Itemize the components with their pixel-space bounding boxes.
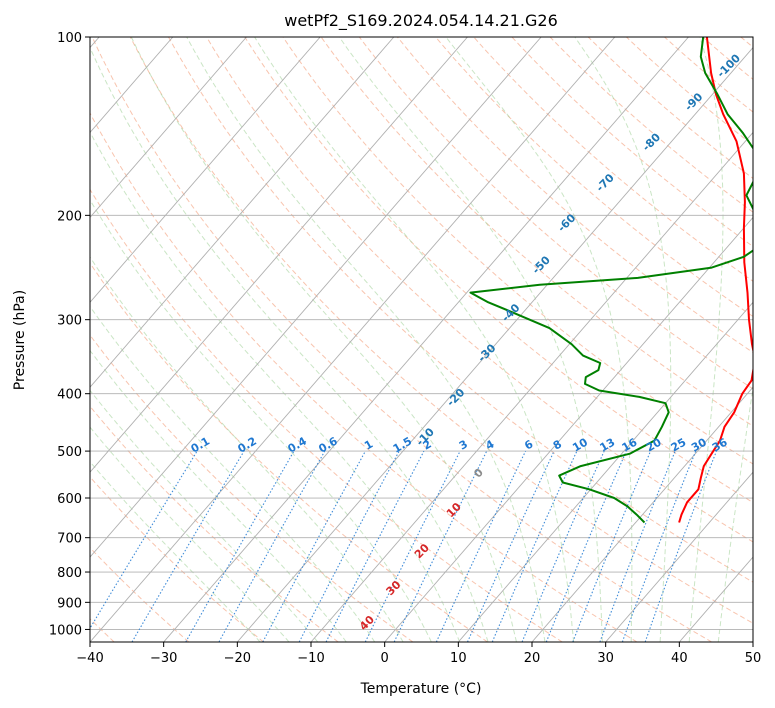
x-axis-title: Temperature (°C)	[360, 681, 482, 697]
x-tick-label: 40	[671, 651, 688, 666]
dry-adiabat	[90, 112, 638, 642]
sounding-traces	[469, 37, 753, 524]
moist-adiabat	[90, 426, 290, 642]
plot-frame	[89, 36, 754, 643]
mixing-ratio-line	[90, 450, 198, 630]
y-tick-label: 1000	[49, 623, 82, 638]
isotherm	[90, 37, 321, 304]
temperature-trace	[678, 37, 753, 523]
y-tick-label: 700	[57, 532, 82, 547]
y-tick-label: 600	[57, 492, 82, 507]
x-tick-label: −30	[150, 651, 177, 666]
moist-adiabat	[90, 46, 489, 642]
mixing-ratio-line	[545, 450, 627, 642]
dry-adiabat	[91, 37, 712, 642]
dry-adiabat	[168, 37, 753, 583]
y-tick-label: 300	[57, 314, 82, 329]
y-tick-label: 500	[57, 445, 82, 460]
dry-adiabat	[129, 37, 753, 624]
isotherm	[90, 37, 468, 473]
mixing-ratio-line	[364, 450, 461, 642]
mixing-ratio-line	[298, 450, 400, 642]
chart-title: wetPf2_S169.2024.054.14.21.G26	[284, 11, 558, 31]
x-tick-label: −10	[297, 651, 324, 666]
y-tick-label: 800	[57, 566, 82, 581]
moist-adiabat	[90, 199, 432, 642]
y-axis: 100 200 300 400 500 600 700 800 900 1000	[49, 31, 90, 638]
mixing-ratio-line	[521, 450, 605, 642]
x-tick-label: 0	[381, 651, 389, 666]
moist-adiabat	[90, 256, 404, 642]
dry-adiabat	[358, 37, 753, 390]
isotherm	[90, 37, 616, 642]
dry-adiabat	[90, 334, 414, 642]
mixing-ratio-line	[466, 450, 555, 642]
moist-adiabat	[688, 37, 724, 642]
dry-adiabat	[397, 37, 753, 354]
isotherm	[90, 37, 247, 219]
dry-adiabat	[511, 37, 753, 248]
x-tick-label: 20	[524, 651, 541, 666]
x-tick-label: −40	[76, 651, 103, 666]
moist-adiabat	[90, 461, 261, 642]
isotherm	[531, 386, 753, 642]
dry-adiabat	[206, 37, 753, 543]
x-tick-label: −20	[224, 651, 251, 666]
dewpoint-trace	[469, 37, 753, 524]
isotherm	[310, 131, 753, 642]
x-axis: −40 −30 −20 −10 0 10 20 30 40 50	[76, 642, 761, 666]
dry-adiabat	[626, 37, 753, 146]
isotherm	[90, 37, 395, 388]
isotherm	[236, 46, 753, 642]
y-tick-label: 100	[57, 31, 82, 46]
background-lines	[90, 37, 753, 642]
moist-adiabat	[90, 305, 376, 642]
moist-adiabat	[186, 37, 546, 642]
mixing-ratio-line	[621, 450, 697, 642]
moist-adiabat	[130, 37, 517, 642]
y-tick-label: 900	[57, 596, 82, 611]
isotherm	[457, 301, 753, 642]
mixing-ratio-line	[435, 450, 527, 642]
isotherm	[384, 216, 753, 642]
dry-adiabat	[473, 37, 753, 282]
isotherm	[163, 37, 689, 642]
mixing-ratio-line	[262, 450, 366, 642]
moist-adiabat	[90, 349, 347, 642]
dry-adiabat	[320, 37, 753, 427]
mixing-ratio-line	[218, 450, 326, 642]
mixing-ratio-line	[599, 450, 676, 642]
mixing-ratio-line	[185, 450, 295, 642]
isotherm	[90, 37, 542, 558]
isotherm	[605, 471, 753, 642]
mixing-ratio-line	[644, 450, 718, 642]
mixing-ratio-line	[325, 450, 425, 642]
mixing-ratio-line	[491, 450, 578, 642]
y-axis-title: Pressure (hPa)	[12, 290, 28, 390]
dry-adiabat	[244, 37, 753, 504]
x-tick-label: 30	[597, 651, 614, 666]
x-tick-label: 10	[450, 651, 467, 666]
x-tick-label: 50	[745, 651, 762, 666]
mixing-ratio-line	[572, 450, 652, 642]
moist-adiabat	[574, 37, 672, 642]
y-tick-label: 200	[57, 209, 82, 224]
moist-adiabat	[254, 37, 575, 642]
dry-adiabat	[549, 37, 753, 213]
moist-adiabat	[717, 384, 753, 642]
moist-adiabat	[338, 37, 603, 642]
y-tick-label: 400	[57, 388, 82, 403]
dry-adiabat	[90, 188, 563, 642]
dry-adiabat	[587, 37, 753, 180]
